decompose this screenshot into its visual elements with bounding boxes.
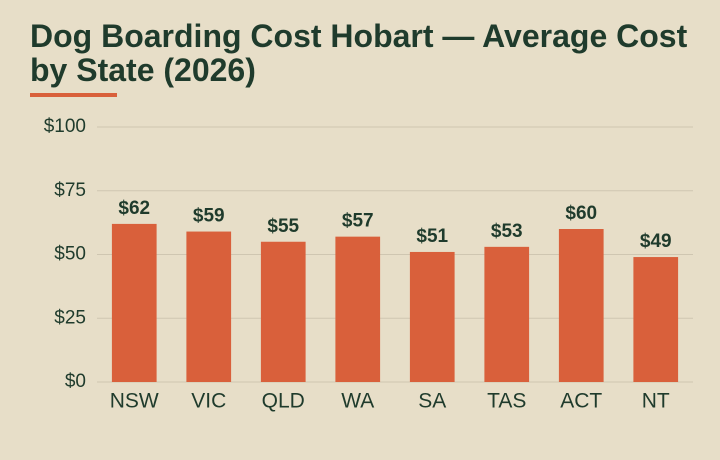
bar	[409, 251, 455, 382]
bar	[111, 223, 157, 382]
x-tick-label: ACT	[560, 390, 602, 413]
x-tick-label: NSW	[110, 390, 159, 413]
bar	[260, 241, 306, 382]
y-tick-label: $75	[54, 180, 86, 201]
value-label: $57	[342, 211, 374, 232]
title-accent	[30, 93, 117, 97]
x-tick-label: TAS	[487, 390, 526, 413]
y-tick-label: $50	[54, 244, 86, 265]
bar	[484, 246, 530, 382]
y-tick-label: $25	[54, 307, 86, 328]
value-label: $49	[640, 231, 672, 252]
chart-title: Dog Boarding Cost Hobart — Average Cost …	[30, 18, 688, 88]
value-label: $53	[491, 221, 523, 242]
value-label: $60	[565, 203, 597, 224]
x-tick-label: WA	[341, 390, 374, 413]
y-tick-label: $0	[65, 371, 86, 392]
value-label: $55	[267, 216, 299, 237]
x-tick-label: SA	[418, 390, 446, 413]
y-tick-label: $100	[44, 116, 86, 137]
value-label: $51	[416, 226, 448, 247]
x-tick-label: VIC	[191, 390, 226, 413]
bar	[335, 236, 381, 382]
value-label: $62	[118, 198, 150, 219]
bar	[558, 229, 604, 382]
x-tick-label: QLD	[262, 390, 305, 413]
value-label: $59	[193, 206, 225, 227]
bar	[633, 257, 679, 382]
bar	[186, 231, 232, 382]
x-tick-label: NT	[642, 390, 670, 413]
